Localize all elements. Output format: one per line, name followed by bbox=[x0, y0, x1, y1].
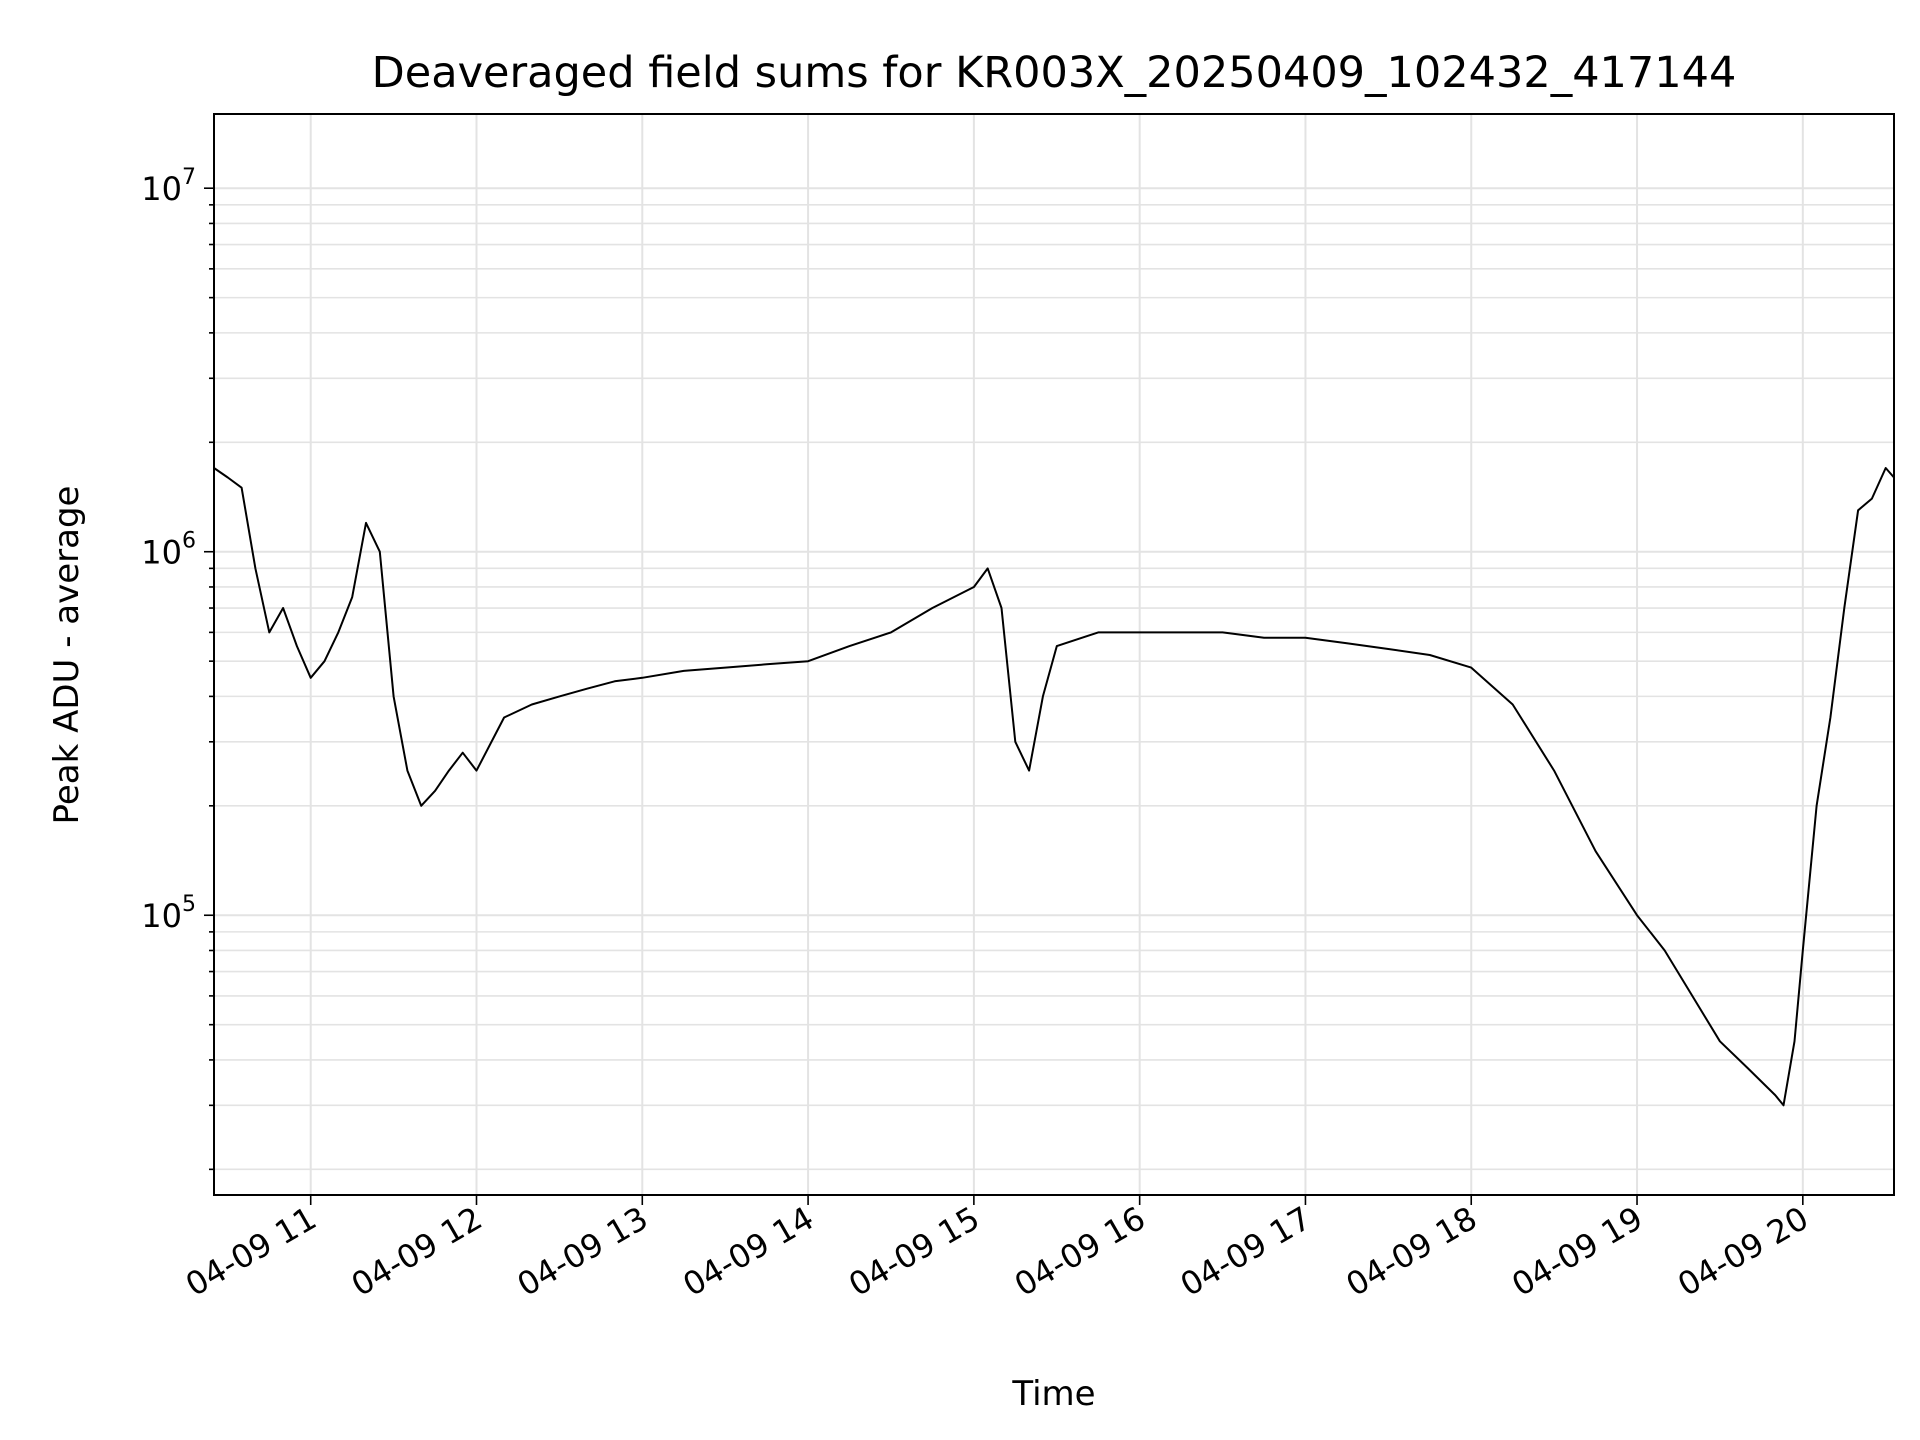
y-tick-exponent: 5 bbox=[182, 892, 196, 917]
plot-frame bbox=[213, 113, 1895, 1196]
y-tick-label: 106 bbox=[141, 529, 196, 572]
y-tick-exponent: 7 bbox=[182, 165, 196, 190]
y-tick-base: 10 bbox=[141, 170, 182, 208]
x-axis-label: Time bbox=[1011, 1374, 1095, 1414]
y-tick-exponent: 6 bbox=[182, 529, 196, 554]
y-tick-base: 10 bbox=[141, 534, 182, 572]
chart-title: Deaveraged field sums for KR003X_2025040… bbox=[372, 48, 1737, 98]
y-tick-label: 107 bbox=[141, 165, 196, 208]
series-line bbox=[213, 467, 1895, 1107]
y-tick-base: 10 bbox=[141, 897, 182, 935]
grid bbox=[214, 114, 1894, 1195]
y-tick-label: 105 bbox=[141, 892, 196, 935]
y-axis-label: Peak ADU - average bbox=[47, 486, 87, 825]
data-series bbox=[213, 467, 1895, 1107]
